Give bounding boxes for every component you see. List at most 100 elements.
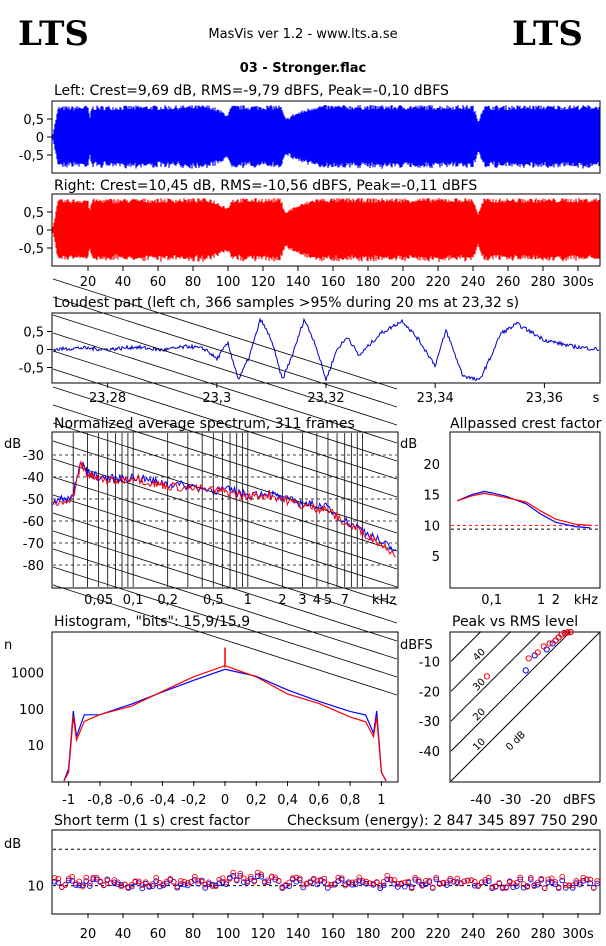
crest-point-left <box>286 883 293 889</box>
crest-point-left <box>202 885 209 891</box>
peak-rms-crest-line <box>450 631 542 722</box>
peak-rms-point <box>483 673 490 680</box>
crest-point-right <box>135 878 142 885</box>
crest-xtick: 260 <box>496 927 521 942</box>
crest-point-left <box>230 872 237 879</box>
crest-xtick: 240 <box>461 927 486 942</box>
crest-point-left <box>594 880 601 887</box>
app-title: MasVis ver 1.2 - www.lts.a.se <box>208 27 397 42</box>
crest-point-right <box>268 873 275 880</box>
spectrum-ytick: -40 <box>23 471 44 486</box>
crest-point-right <box>142 879 149 886</box>
crest-point-right <box>559 874 566 880</box>
crest-point-right <box>552 879 559 885</box>
histogram-xtick: 0 <box>221 793 229 808</box>
allpassed-ytick: 5 <box>432 550 440 565</box>
crest-point-left <box>258 873 265 880</box>
crest-xtick: 40 <box>115 927 132 942</box>
spectrum-xtick: 7 <box>341 593 349 608</box>
peak-rms-title: Peak vs RMS level <box>452 614 578 630</box>
histogram-ylabel: n <box>4 638 12 653</box>
crest-point-right <box>345 880 352 887</box>
crest-point-right <box>51 875 58 881</box>
peak-rms-crest-label: 10 <box>471 736 488 753</box>
peak-rms-crest-label: 40 <box>471 647 488 664</box>
histogram-xtick: 0,2 <box>246 793 267 808</box>
crest-point-right <box>181 878 188 885</box>
crest-point-right <box>233 876 240 883</box>
spectrum-ytick: -50 <box>23 493 44 508</box>
spectrum-ytick: -70 <box>23 537 44 552</box>
spectrum-slope-line <box>52 332 398 444</box>
crest-point-right <box>223 879 230 886</box>
loudest-xunit: s <box>593 391 600 406</box>
crest-point-right <box>534 879 541 886</box>
peak-rms-point <box>525 655 532 662</box>
crest-xtick: 220 <box>426 927 451 942</box>
spectrum-xtick: 0,2 <box>157 593 178 608</box>
crest-point-left <box>384 876 391 883</box>
allpassed-ytick: 15 <box>423 489 440 504</box>
histogram-xtick: -0,8 <box>87 793 112 808</box>
spectrum-ytick: -60 <box>23 515 44 530</box>
crest-point-right <box>510 880 517 887</box>
crest-point-right <box>237 870 244 877</box>
loudest-xtick: 23,36 <box>526 391 563 406</box>
crest-point-left <box>534 881 541 888</box>
crest-point-right <box>62 881 69 888</box>
crest-point-right <box>191 873 198 880</box>
spectrum-series-right <box>52 460 396 558</box>
loudest-ytick: -0,5 <box>19 362 44 377</box>
crest-point-left <box>223 881 230 888</box>
crest-point-right <box>590 884 597 891</box>
spectrum-slope-line <box>52 548 398 660</box>
crest-point-left <box>573 880 580 886</box>
crest-point-left <box>216 880 223 887</box>
crest-point-right <box>247 873 254 880</box>
crest-title: Short term (1 s) crest factor <box>54 813 250 829</box>
crest-point-left <box>447 877 454 884</box>
peak-rms-point <box>564 629 571 636</box>
crest-point-right <box>405 878 412 885</box>
crest-point-left <box>433 876 440 883</box>
crest-point-right <box>79 883 86 890</box>
allpassed-frame <box>449 431 601 589</box>
histogram-title: Histogram, "bits": 15,9/15,9 <box>54 614 250 630</box>
crest-ylabel: dB <box>4 837 21 852</box>
crest-point-right <box>464 877 471 884</box>
crest-point-right <box>289 875 296 882</box>
allpassed-series-right <box>457 492 591 526</box>
crest-point-right <box>513 879 520 886</box>
crest-point-left <box>552 881 559 888</box>
crest-point-right <box>408 885 415 892</box>
crest-point-right <box>55 875 62 882</box>
spectrum-slope-line <box>52 386 398 498</box>
loudest-line <box>52 317 600 381</box>
crest-point-right <box>545 876 552 883</box>
histogram-ytick: 10 <box>27 739 44 754</box>
loudest-ytick: 0 <box>36 344 44 359</box>
crest-point-right <box>391 877 398 883</box>
time-tick-label: 40 <box>115 275 132 290</box>
crest-point-right <box>160 881 167 888</box>
peak-rms-xlabel: dBFS <box>563 793 596 808</box>
loudest-part-title: Loudest part (left ch, 366 samples >95% … <box>54 295 519 311</box>
crest-point-right <box>321 875 328 882</box>
crest-point-right <box>531 883 538 889</box>
left-waveform-title: Left: Crest=9,69 dB, RMS=-9,79 dBFS, Pea… <box>54 83 449 99</box>
spectrum-slope-line <box>52 422 398 534</box>
crest-point-right <box>114 879 121 886</box>
loudest-xtick: 23,32 <box>307 391 344 406</box>
histogram-xtick: -0,2 <box>181 793 206 808</box>
crest-point-left <box>520 884 527 891</box>
crest-xtick: 140 <box>286 927 311 942</box>
spectrum-xunit: kHz <box>372 593 396 608</box>
crest-point-left <box>181 881 188 888</box>
crest-point-left <box>149 883 156 889</box>
crest-point-right <box>177 878 184 884</box>
crest-point-right <box>594 878 601 884</box>
allpassed-xtick: 0,1 <box>481 593 502 608</box>
right-waveform-ytick: 0 <box>36 224 44 239</box>
spectrum-slope-line <box>52 494 398 606</box>
crest-point-right <box>286 879 293 886</box>
